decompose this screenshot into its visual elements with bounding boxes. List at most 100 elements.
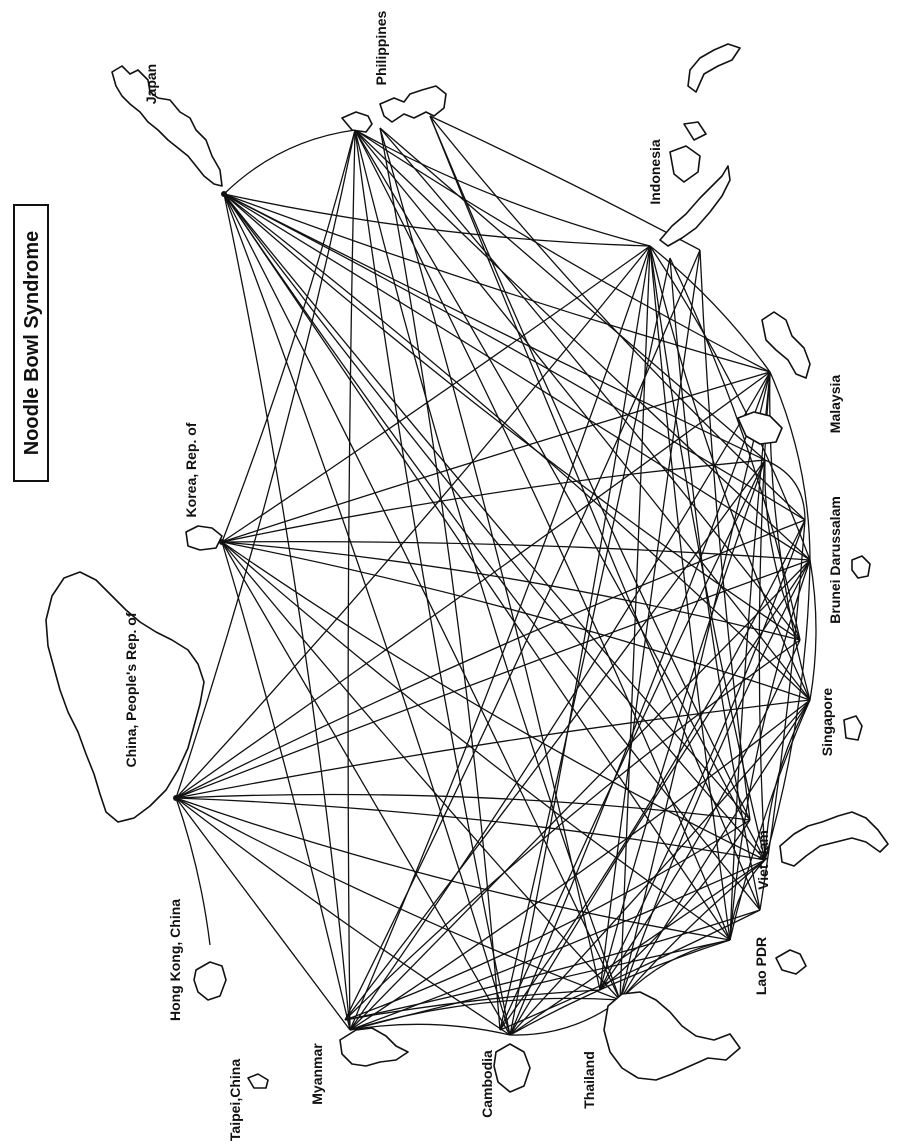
japan-outline (111, 65, 223, 187)
agreement-line (509, 939, 731, 1036)
agreement-line (354, 129, 811, 701)
agreement-line (619, 245, 651, 1001)
agreement-line (809, 559, 817, 701)
agreement-line (349, 1023, 511, 1036)
agreement-line (221, 541, 511, 1036)
taipei-outline (247, 1073, 269, 1089)
label-brunei: Brunei Darussalam (827, 496, 843, 624)
agreement-line (221, 541, 801, 641)
agreement-line (649, 245, 811, 561)
label-taipei: Taipei,China (227, 1059, 243, 1141)
label-vietnam: Viet Nam (755, 830, 771, 890)
agreement-line (499, 459, 766, 1031)
agreement-line (223, 193, 801, 641)
agreement-line (649, 245, 811, 701)
agreement-line (223, 193, 511, 1036)
agreement-line (223, 193, 766, 461)
agreement-line (729, 859, 766, 941)
label-myanmar: Myanmar (309, 1043, 325, 1105)
agreement-line (509, 371, 771, 1036)
agreement-line (759, 519, 806, 911)
agreement-line (354, 129, 651, 247)
country-outlines (45, 43, 889, 1093)
agreement-line (221, 540, 811, 561)
label-hongkong: Hong Kong, China (167, 899, 183, 1021)
agreement-line (344, 249, 701, 1021)
label-laos: Lao PDR (753, 937, 769, 995)
agreement-line (599, 519, 806, 991)
agreement-line (379, 127, 601, 991)
label-japan: Japan (143, 64, 159, 104)
agreement-line (349, 559, 811, 1031)
indonesia-outline (659, 43, 741, 247)
thailand-outline (603, 991, 741, 1081)
agreement-links (175, 115, 817, 1036)
agreement-line (221, 371, 771, 543)
agreement-line (344, 819, 751, 1021)
agreement-line (354, 129, 731, 941)
label-thailand: Thailand (581, 1051, 597, 1109)
agreement-line (175, 797, 351, 1031)
agreement-line (175, 797, 211, 946)
agreement-line (669, 257, 801, 641)
agreement-line (349, 859, 766, 1031)
agreement-line (175, 519, 806, 799)
agreement-line (729, 559, 811, 941)
agreement-line (223, 129, 356, 195)
singapore-outline (843, 715, 863, 741)
agreement-line (223, 193, 651, 247)
agreement-line (347, 129, 356, 1031)
title-group: Noodle Bowl Syndrome (13, 204, 49, 482)
agreement-line (223, 193, 751, 821)
label-korea: Korea, Rep. of (183, 422, 199, 517)
agreement-line (769, 371, 811, 561)
agreement-line (379, 127, 766, 461)
agreement-line (599, 819, 751, 991)
brunei-outline (851, 555, 871, 579)
agreement-line (344, 459, 766, 1021)
china-hub (173, 795, 179, 801)
agreement-line (221, 245, 651, 543)
agreement-line (221, 541, 731, 941)
hongkong-outline (193, 961, 227, 1001)
agreement-line (429, 115, 701, 251)
agreement-line (221, 459, 766, 543)
label-china: China, People's Rep. of (123, 612, 139, 767)
agreement-line (175, 371, 771, 799)
agreement-line (349, 371, 771, 1031)
agreement-line (175, 129, 356, 799)
philippines-outline (341, 85, 447, 133)
agreement-line (223, 193, 771, 373)
agreement-line (354, 129, 621, 1001)
label-singapore: Singapore (819, 688, 835, 757)
agreement-line (619, 371, 771, 1001)
agreement-line (175, 797, 621, 1001)
agreement-line (354, 129, 811, 561)
label-cambodia: Cambodia (479, 1050, 495, 1118)
label-malaysia: Malaysia (827, 375, 843, 434)
agreement-line (223, 193, 811, 701)
vietnam-outline (779, 811, 889, 867)
agreement-line (729, 699, 811, 941)
agreement-line (349, 997, 621, 1031)
agreement-line (499, 519, 806, 1031)
title-box (13, 204, 49, 482)
agreement-line (223, 193, 731, 941)
agreement-line (354, 129, 511, 1036)
korea-hub (219, 539, 225, 545)
agreement-line (344, 639, 801, 1021)
agreement-line (619, 559, 811, 1001)
agreement-line (499, 909, 761, 1031)
agreement-line (619, 939, 731, 1001)
agreement-line (221, 541, 351, 1031)
agreement-line (223, 193, 811, 561)
malaysia-outline (737, 311, 811, 445)
agreement-line (764, 559, 811, 861)
agreement-line (175, 559, 811, 799)
label-indonesia: Indonesia (647, 139, 663, 205)
agreement-line (429, 115, 761, 911)
myanmar-outline (339, 1027, 409, 1067)
agreement-line (175, 797, 766, 861)
agreement-line (349, 245, 651, 1031)
country-labels: Japan Philippines Indonesia Malaysia Bru… (123, 10, 843, 1141)
